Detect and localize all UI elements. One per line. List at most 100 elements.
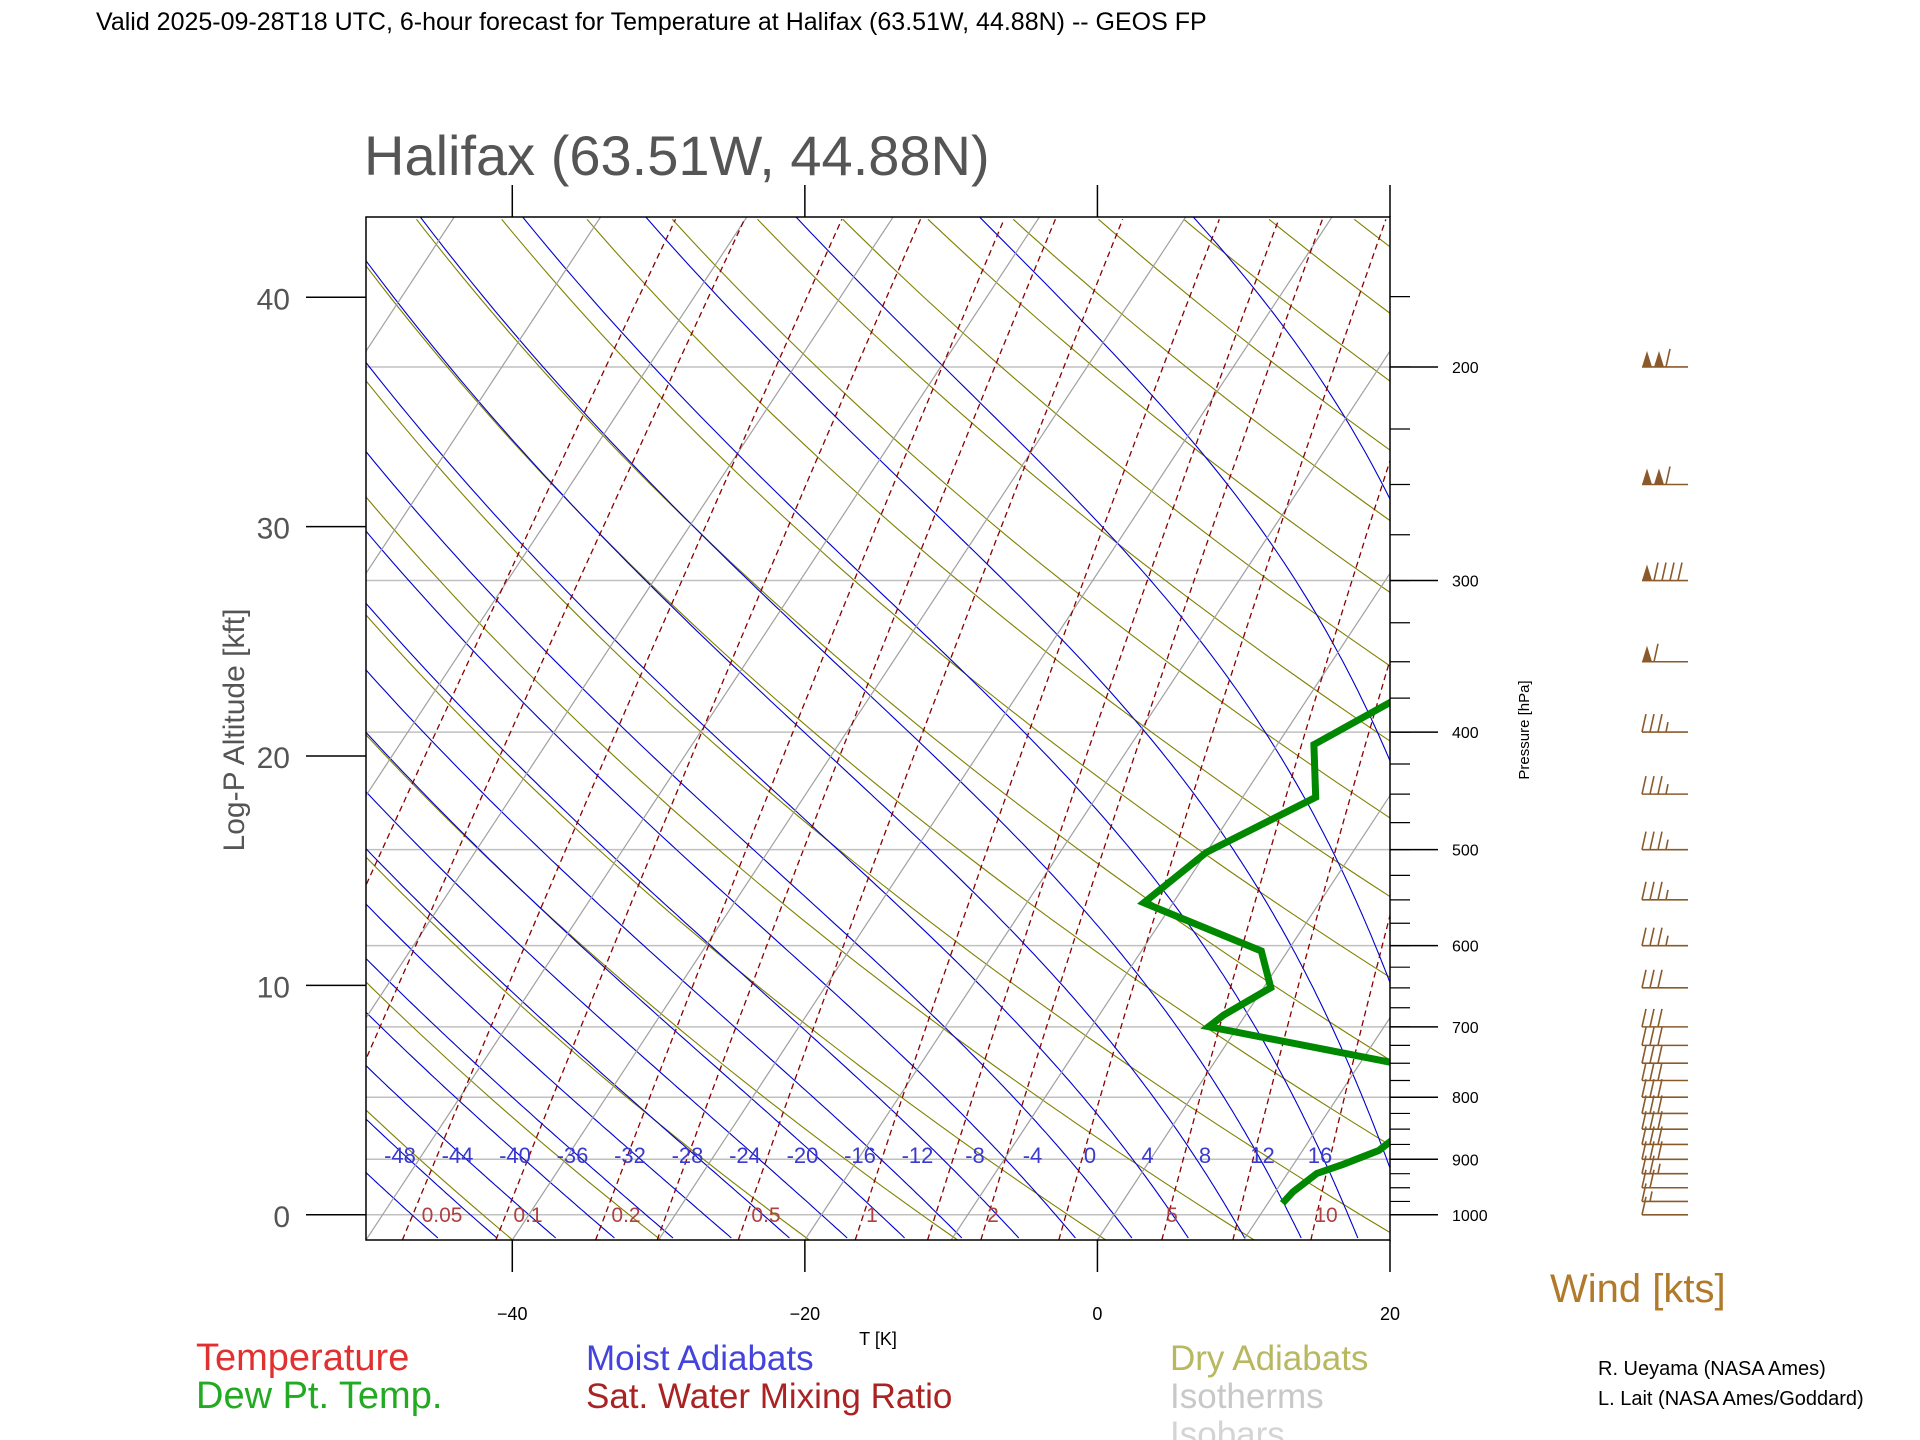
wind-barb <box>1641 927 1688 947</box>
moist-adiabat-line <box>366 259 1246 1239</box>
mixing-ratio-line <box>1310 912 1390 1240</box>
moist-adiabat-label: -32 <box>614 1143 646 1168</box>
wind-barb <box>1641 1095 1688 1115</box>
dry-adiabat-line <box>1012 218 1390 522</box>
mixing-ratio-label: 0.05 <box>422 1204 463 1227</box>
mixing-ratio-label: 0.2 <box>611 1204 640 1227</box>
wind-barb <box>1641 1062 1688 1082</box>
y-tick-label: 40 <box>257 283 290 316</box>
isotherm-line <box>0 217 308 1240</box>
wind-barb <box>1641 1141 1688 1161</box>
dry-adiabat-line <box>501 218 1390 978</box>
moist-adiabats-layer <box>366 217 1390 1239</box>
wind-barb <box>1641 775 1688 795</box>
dry-adiabat-line <box>1866 219 1920 1240</box>
moist-adiabat-line <box>366 731 905 1239</box>
dry-adiabat-line <box>366 614 1107 1240</box>
wind-barbs <box>1641 348 1688 1216</box>
wind-barb <box>1641 1027 1688 1047</box>
series-layer <box>1136 698 1390 1206</box>
moist-adiabat-line <box>366 361 1189 1239</box>
isotherm-line <box>950 572 1390 1240</box>
pressure-tick-label: 900 <box>1452 1152 1479 1169</box>
legend-temperature: Temperature <box>196 1337 409 1379</box>
moist-adiabat-label: 4 <box>1141 1143 1153 1168</box>
mixing-ratio-line <box>495 219 922 1240</box>
dry-adiabat-line <box>366 981 662 1240</box>
mixing-ratio-line <box>366 219 746 1061</box>
wind-label: Wind [kts] <box>1550 1267 1726 1311</box>
moist-adiabat-label: -8 <box>965 1143 985 1168</box>
isotherm-line <box>658 217 1333 1240</box>
wind-barb <box>1641 831 1688 851</box>
mixing-ratio-line <box>1232 657 1390 1240</box>
moist-adiabat-line <box>366 450 1133 1239</box>
mixing-ratio-label: 0.1 <box>513 1204 542 1227</box>
pressure-tick-label: 400 <box>1452 725 1479 742</box>
dry-adiabat-line <box>1098 218 1390 451</box>
dry-adiabat-line <box>366 856 810 1240</box>
mixing-ratio-label: 0.5 <box>751 1204 780 1227</box>
dry-adiabat-line <box>757 218 1390 742</box>
moist-adiabat-label: -24 <box>729 1143 761 1168</box>
legend-mixing-ratio: Sat. Water Mixing Ratio <box>586 1377 952 1416</box>
isotherm-line <box>366 217 748 797</box>
moist-adiabat-label: -20 <box>787 1143 819 1168</box>
wind-barb <box>1641 1169 1688 1189</box>
pressure-tick-label: 300 <box>1452 574 1479 591</box>
pressure-tick-label: 200 <box>1452 360 1479 377</box>
dry-adiabat-line <box>671 218 1390 819</box>
mixing-ratio-line <box>1569 219 1795 1240</box>
pressure-tick-label: 1000 <box>1452 1208 1488 1225</box>
legend-isotherms: Isotherms <box>1170 1377 1324 1416</box>
isobars-layer <box>366 366 1390 1216</box>
mixing-ratio-line <box>594 219 1005 1240</box>
y-tick-label: 10 <box>257 971 290 1004</box>
moist-adiabat-label: 12 <box>1250 1143 1274 1168</box>
mixing-ratio-line <box>854 219 1220 1240</box>
wind-barb <box>1641 1196 1688 1216</box>
mixing-ratio-line <box>401 219 843 1240</box>
moist-adiabat-label: -36 <box>557 1143 589 1168</box>
moist-adiabat-label: -16 <box>844 1143 876 1168</box>
wind-barb <box>1641 881 1688 901</box>
dry-adiabat-line <box>1610 219 1920 1240</box>
mixing-ratio-line <box>1471 219 1718 1240</box>
wind-barb <box>1641 1110 1688 1130</box>
moist-adiabat-line <box>366 669 963 1239</box>
chart-title: Halifax (63.51W, 44.88N) <box>364 124 990 187</box>
legend: Temperature Dew Pt. Temp. Moist Adiabats… <box>196 1337 1368 1440</box>
moist-adiabat-label: -48 <box>384 1143 416 1168</box>
dry-adiabat-line <box>0 219 364 1240</box>
mixing-ratio-labels: 0.05 0.1 0.2 0.5 1 2 5 10 <box>422 1204 1338 1227</box>
wind-barb <box>1642 466 1688 486</box>
moist-adiabat-label: -12 <box>902 1143 934 1168</box>
moist-adiabat-line <box>366 602 1020 1239</box>
dry-adiabat-line <box>366 264 1390 1146</box>
wind-barb <box>1641 1183 1688 1203</box>
mixing-ratio-label: 5 <box>1166 1204 1178 1227</box>
wind-barb <box>1642 643 1688 663</box>
wind-barb <box>1641 1008 1688 1028</box>
wind-barb <box>1642 562 1688 582</box>
dewpoint-series-line <box>1136 698 1390 1206</box>
wind-barb <box>1641 1079 1688 1099</box>
y-tick-label: 0 <box>273 1201 290 1234</box>
mixing-ratio-line <box>1161 458 1390 1240</box>
mixing-ratio-line <box>1403 219 1663 1240</box>
x-tick-label: 0 <box>1092 1304 1102 1324</box>
dry-adiabat-line <box>1781 219 1920 1240</box>
mixing-ratio-line <box>656 219 1056 1240</box>
header-title: Valid 2025-09-28T18 UTC, 6-hour forecast… <box>96 8 1207 36</box>
moist-adiabat-label: 0 <box>1084 1143 1096 1168</box>
plot-frame <box>365 216 1391 1241</box>
moist-adiabat-labels: -48 -44 -40 -36 -32 -28 -24 -20 -16 -12 -8 -4 0 4 8 12 1… <box>384 1143 1332 1168</box>
pressure-tick-label: 700 <box>1452 1020 1479 1037</box>
y-tick-label: 20 <box>257 742 290 775</box>
dry-adiabat-line <box>1525 219 1920 1240</box>
dry-adiabat-line <box>366 496 1255 1240</box>
x-axis-label: T [K] <box>859 1329 897 1349</box>
moist-adiabat-line <box>366 1064 557 1239</box>
